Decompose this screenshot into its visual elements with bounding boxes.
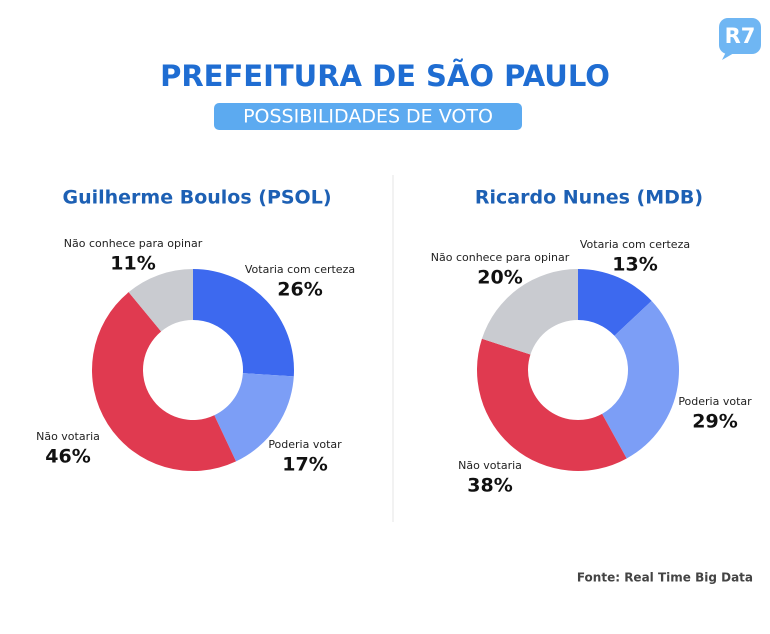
donut-segment <box>481 269 578 355</box>
segment-name: Não votaria <box>36 430 100 443</box>
segment-name: Poderia votar <box>678 395 752 408</box>
title: PREFEITURA DE SÃO PAULO <box>160 59 610 93</box>
logo-badge <box>719 18 761 54</box>
segment-value: 11% <box>110 253 155 275</box>
donut-segment <box>214 373 294 462</box>
segment-name: Votaria com certeza <box>580 238 690 251</box>
segment-value: 20% <box>477 267 522 289</box>
segment-value: 46% <box>45 446 90 468</box>
segment-value: 26% <box>277 279 322 301</box>
segment-value: 38% <box>467 475 512 497</box>
subtitle: POSSIBILIDADES DE VOTO <box>243 106 493 128</box>
chart-title: Guilherme Boulos (PSOL) <box>62 187 331 209</box>
donut-segment <box>476 338 627 471</box>
chart-title: Ricardo Nunes (MDB) <box>475 187 703 209</box>
donut-segment <box>193 269 294 377</box>
segment-name: Votaria com certeza <box>245 263 355 276</box>
segment-name: Não votaria <box>458 459 522 472</box>
logo: R7 <box>725 24 756 48</box>
donut-segment <box>91 292 237 471</box>
donut-segment <box>602 300 680 459</box>
donut-segment <box>578 269 652 336</box>
segment-value: 13% <box>612 254 657 276</box>
segment-value: 29% <box>692 411 737 433</box>
segment-value: 17% <box>282 454 327 476</box>
source: Fonte: Real Time Big Data <box>577 571 753 585</box>
donut-segment <box>128 269 193 332</box>
segment-name: Poderia votar <box>268 438 342 451</box>
segment-name: Não conhece para opinar <box>64 237 203 250</box>
logo-tail <box>722 52 734 60</box>
subtitle-pill <box>214 103 522 130</box>
segment-name: Não conhece para opinar <box>431 251 570 264</box>
